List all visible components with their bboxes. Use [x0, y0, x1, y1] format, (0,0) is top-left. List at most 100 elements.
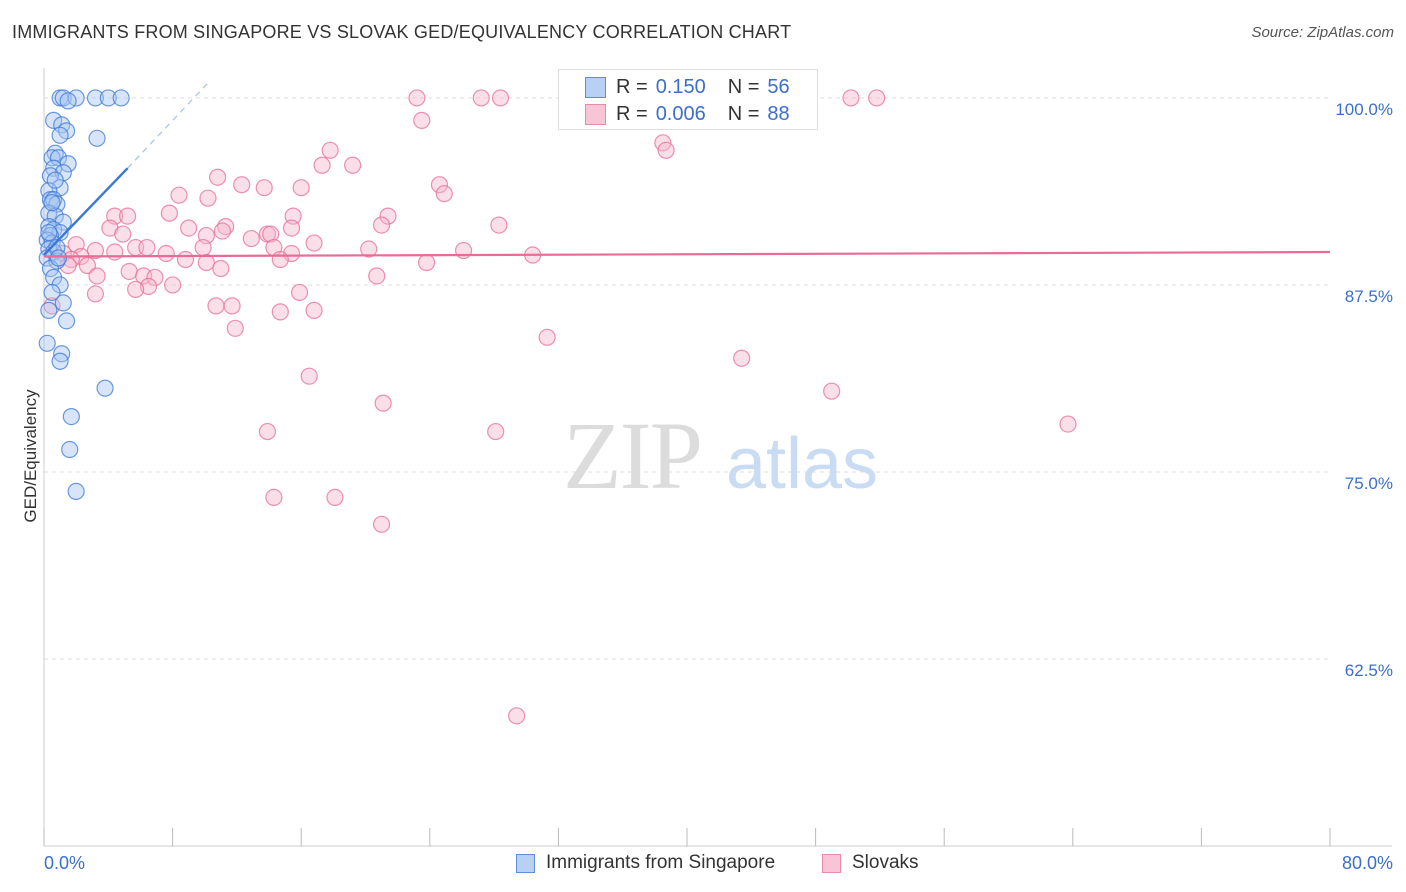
point-slovaks	[417, 253, 436, 272]
point-slovaks	[305, 301, 323, 319]
y-tick-label: 87.5%	[1345, 287, 1393, 306]
point-slovaks	[262, 225, 280, 243]
point-slovaks	[86, 285, 105, 303]
point-singapore	[45, 111, 63, 129]
legend-label-slovaks: Slovaks	[852, 852, 919, 873]
point-singapore	[112, 89, 130, 107]
point-singapore	[59, 92, 77, 110]
point-slovaks	[435, 185, 453, 203]
point-slovaks	[265, 488, 283, 506]
point-singapore	[57, 312, 76, 330]
point-slovaks	[120, 262, 138, 281]
legend-swatch-singapore	[516, 853, 535, 873]
point-singapore	[61, 440, 79, 459]
point-slovaks	[490, 216, 508, 234]
y-tick-label: 75.0%	[1345, 474, 1393, 493]
legend-n-label: N =	[727, 75, 760, 98]
point-slovaks	[360, 240, 378, 258]
chart-title: IMMIGRANTS FROM SINGAPORE VS SLOVAK GED/…	[12, 22, 792, 42]
point-singapore	[99, 89, 117, 107]
legend-swatch-slovaks	[585, 103, 606, 125]
point-singapore	[86, 89, 105, 107]
point-slovaks	[255, 179, 273, 197]
point-singapore	[40, 301, 58, 319]
y-tick-label: 62.5%	[1345, 661, 1393, 680]
trend-singapore-extension	[127, 82, 209, 169]
point-singapore	[43, 283, 61, 302]
point-slovaks	[292, 179, 310, 197]
legend-swatch-slovaks	[822, 853, 841, 873]
trend-lines	[43, 82, 1331, 258]
point-slovaks	[176, 250, 195, 269]
point-singapore	[40, 223, 58, 242]
point-slovaks	[213, 222, 232, 240]
point-slovaks	[326, 488, 344, 506]
legend-item-singapore[interactable]: Immigrants from Singapore	[516, 852, 775, 874]
point-slovaks	[106, 243, 124, 261]
point-slovaks	[282, 219, 301, 237]
point-slovaks	[258, 422, 277, 441]
point-singapore	[51, 352, 69, 370]
point-slovaks	[242, 229, 260, 248]
legend-item-slovaks[interactable]: Slovaks	[822, 852, 919, 874]
point-slovaks	[146, 268, 164, 287]
legend-r-label: R =	[616, 75, 648, 98]
point-singapore	[88, 129, 106, 147]
point-singapore	[67, 482, 85, 501]
source-label: Source: ZipAtlas.com	[1251, 24, 1394, 41]
point-slovaks	[823, 382, 841, 400]
legend-n-value: 88	[767, 102, 790, 125]
point-slovaks	[114, 225, 132, 243]
point-slovaks	[86, 241, 105, 260]
x-tick-label-min: 0.0%	[44, 853, 85, 873]
legend-swatch-singapore	[585, 76, 606, 98]
point-slovaks	[127, 280, 145, 299]
point-slovaks	[180, 219, 198, 237]
point-singapore	[46, 171, 64, 189]
point-slovaks	[194, 238, 212, 257]
point-slovaks	[160, 204, 178, 222]
point-slovaks	[139, 277, 158, 296]
series-singapore	[38, 89, 130, 501]
point-singapore	[54, 89, 72, 107]
legend-r-label: R =	[616, 102, 648, 125]
point-slovaks	[271, 250, 289, 269]
x-tick-labels: 0.0% 80.0%	[44, 853, 1393, 873]
point-singapore	[38, 334, 56, 352]
point-slovaks	[300, 367, 318, 385]
point-slovaks	[842, 89, 860, 107]
legend-r-value: 0.006	[655, 102, 706, 125]
point-slovaks	[487, 422, 505, 441]
y-tick-label: 100.0%	[1335, 100, 1393, 119]
trend-singapore	[43, 167, 129, 256]
legend-row-slovaks: R = 0.006 N = 88	[585, 101, 790, 127]
point-slovaks	[408, 89, 426, 107]
point-slovaks	[197, 253, 215, 272]
point-slovaks	[372, 515, 391, 533]
legend-r-value: 0.150	[655, 75, 706, 98]
legend-row-singapore: R = 0.150 N = 56	[585, 74, 790, 100]
point-singapore	[54, 294, 72, 312]
point-slovaks	[313, 156, 331, 174]
point-slovaks	[733, 349, 751, 367]
point-slovaks	[868, 89, 886, 107]
series-slovaks	[43, 89, 1077, 725]
watermark-atlas: atlas	[726, 424, 878, 504]
point-slovaks	[223, 297, 241, 315]
point-slovaks	[207, 297, 225, 315]
point-slovaks	[199, 189, 217, 207]
y-axis-label: GED/Equivalency	[21, 389, 40, 523]
point-slovaks	[379, 207, 397, 225]
point-slovaks	[164, 276, 182, 294]
point-slovaks	[413, 111, 431, 129]
watermark-zip: ZIP	[563, 402, 701, 509]
point-slovaks	[472, 89, 490, 107]
point-slovaks	[305, 234, 323, 252]
point-singapore	[43, 194, 61, 212]
point-slovaks	[212, 259, 230, 278]
legend-n-value: 56	[767, 75, 790, 98]
point-slovaks	[508, 707, 526, 725]
legend-label-singapore: Immigrants from Singapore	[546, 852, 776, 873]
point-slovaks	[138, 238, 156, 257]
